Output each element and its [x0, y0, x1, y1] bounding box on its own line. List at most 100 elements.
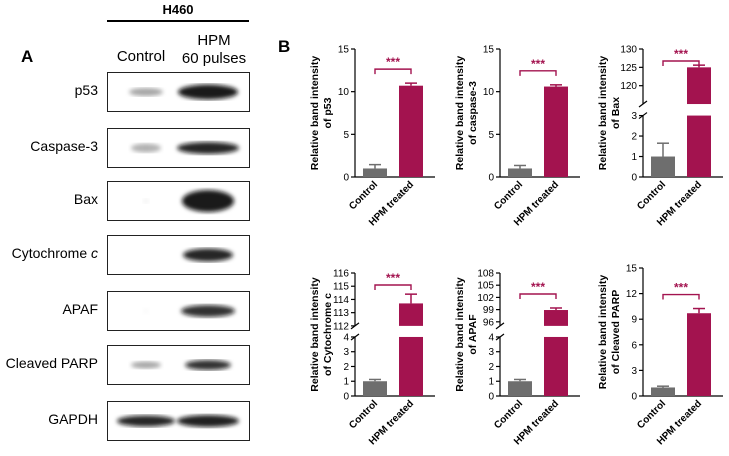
x-tick-label: Control	[492, 179, 525, 212]
band-hpm	[177, 142, 239, 154]
y-axis-label: of caspase-3	[467, 81, 479, 145]
significance-label: ***	[674, 47, 688, 61]
blot-image	[183, 248, 233, 262]
y-tick-label: 1	[343, 377, 349, 388]
axis-break-gap	[398, 325, 424, 337]
y-tick-label: 2	[631, 132, 637, 143]
bar-control	[651, 387, 675, 396]
significance-label: ***	[674, 281, 688, 295]
bar-control	[363, 381, 387, 396]
y-tick-label: 12	[626, 289, 638, 300]
y-tick-label: 15	[483, 45, 495, 56]
y-tick-label: 2	[488, 362, 494, 373]
y-tick-label: 102	[477, 293, 494, 304]
y-tick-label: 0	[488, 173, 494, 184]
cell-line-title: H460	[162, 2, 194, 17]
axis-break-gap	[686, 104, 712, 116]
blot-row-label: APAF	[0, 301, 98, 317]
y-tick-label: 105	[477, 281, 494, 292]
y-tick-label: 4	[343, 332, 349, 343]
bar-control	[508, 168, 532, 177]
y-tick-label: 2	[343, 362, 349, 373]
y-tick-label: 10	[483, 87, 495, 98]
bar-treated	[687, 67, 711, 177]
blot-image	[117, 415, 239, 427]
y-tick-label: 0	[631, 173, 637, 184]
bar-control	[508, 381, 532, 396]
blot-row-label: p53	[0, 82, 98, 98]
bar-treated	[687, 313, 711, 396]
axis-break-mark	[638, 100, 648, 108]
blot-image	[131, 360, 231, 370]
band-control	[117, 415, 175, 427]
y-tick-label: 125	[620, 63, 637, 74]
band-control	[143, 198, 149, 204]
blot-row-label-italic: c	[91, 245, 98, 261]
band-control	[131, 361, 161, 369]
significance-label: ***	[386, 55, 400, 69]
band-control	[129, 88, 163, 96]
band-hpm	[181, 305, 235, 317]
y-tick-label: 0	[631, 392, 637, 403]
blot-strip	[107, 345, 250, 385]
blot-strip	[107, 401, 250, 441]
y-tick-label: 5	[343, 130, 349, 141]
blot-row-label: Cytochrome c	[0, 245, 98, 261]
y-axis-label: of APAF	[467, 314, 479, 355]
column-label-control: Control	[116, 48, 166, 65]
y-tick-label: 108	[477, 269, 494, 280]
bar-treated	[544, 86, 568, 177]
significance-bracket	[662, 60, 700, 66]
significance-bracket	[662, 293, 700, 300]
y-tick-label: 0	[343, 173, 349, 184]
y-tick-label: 1	[631, 152, 637, 163]
blot-strip	[107, 181, 250, 221]
y-axis-label: Relative band intensity	[454, 56, 466, 171]
bar-control	[363, 168, 387, 177]
y-tick-label: 6	[631, 340, 637, 351]
x-tick-label: Control	[492, 398, 525, 431]
significance-label: ***	[531, 57, 545, 71]
y-tick-label: 10	[338, 87, 350, 98]
blot-row-label-text: Cleaved PARP	[5, 355, 98, 371]
y-tick-label: 15	[338, 45, 350, 56]
y-tick-label: 115	[333, 282, 349, 293]
bar-treated	[399, 85, 423, 177]
blot-strip	[107, 235, 250, 275]
blot-image	[143, 190, 234, 212]
y-axis-label: Relative band intensity	[597, 56, 609, 171]
blot-row-label-text: APAF	[62, 301, 98, 317]
significance-label: ***	[386, 271, 400, 285]
band-hpm	[182, 190, 234, 212]
band-hpm	[185, 360, 231, 370]
significance-bracket	[374, 284, 412, 290]
y-tick-label: 15	[626, 264, 638, 275]
axis-break-mark	[495, 322, 505, 330]
bar-treated	[544, 310, 568, 396]
y-axis-label: Relative band intensity	[309, 56, 321, 171]
y-tick-label: 3	[488, 347, 494, 358]
blot-image	[131, 142, 239, 154]
y-tick-label: 116	[333, 269, 349, 280]
y-tick-label: 130	[620, 45, 637, 56]
y-tick-label: 0	[488, 392, 494, 403]
y-tick-label: 3	[631, 366, 637, 377]
significance-bracket	[374, 68, 412, 75]
y-axis-label: Relative band intensity	[309, 277, 321, 392]
y-tick-label: 99	[483, 305, 495, 316]
panel-b-letter: B	[278, 37, 291, 56]
y-tick-label: 96	[483, 317, 495, 328]
blot-strip	[107, 72, 250, 112]
panel-a-letter: A	[21, 47, 34, 66]
y-axis-label: of Cytochrome c	[322, 293, 334, 376]
y-tick-label: 3	[343, 347, 349, 358]
x-tick-label: Control	[635, 179, 668, 212]
band-hpm	[178, 84, 238, 100]
y-axis-label: Relative band intensity	[597, 275, 609, 390]
significance-label: ***	[531, 280, 545, 294]
y-tick-label: 0	[343, 392, 349, 403]
blot-strip	[107, 128, 250, 168]
cell-line-bar	[107, 20, 249, 22]
blot-row-label: Bax	[0, 191, 98, 207]
